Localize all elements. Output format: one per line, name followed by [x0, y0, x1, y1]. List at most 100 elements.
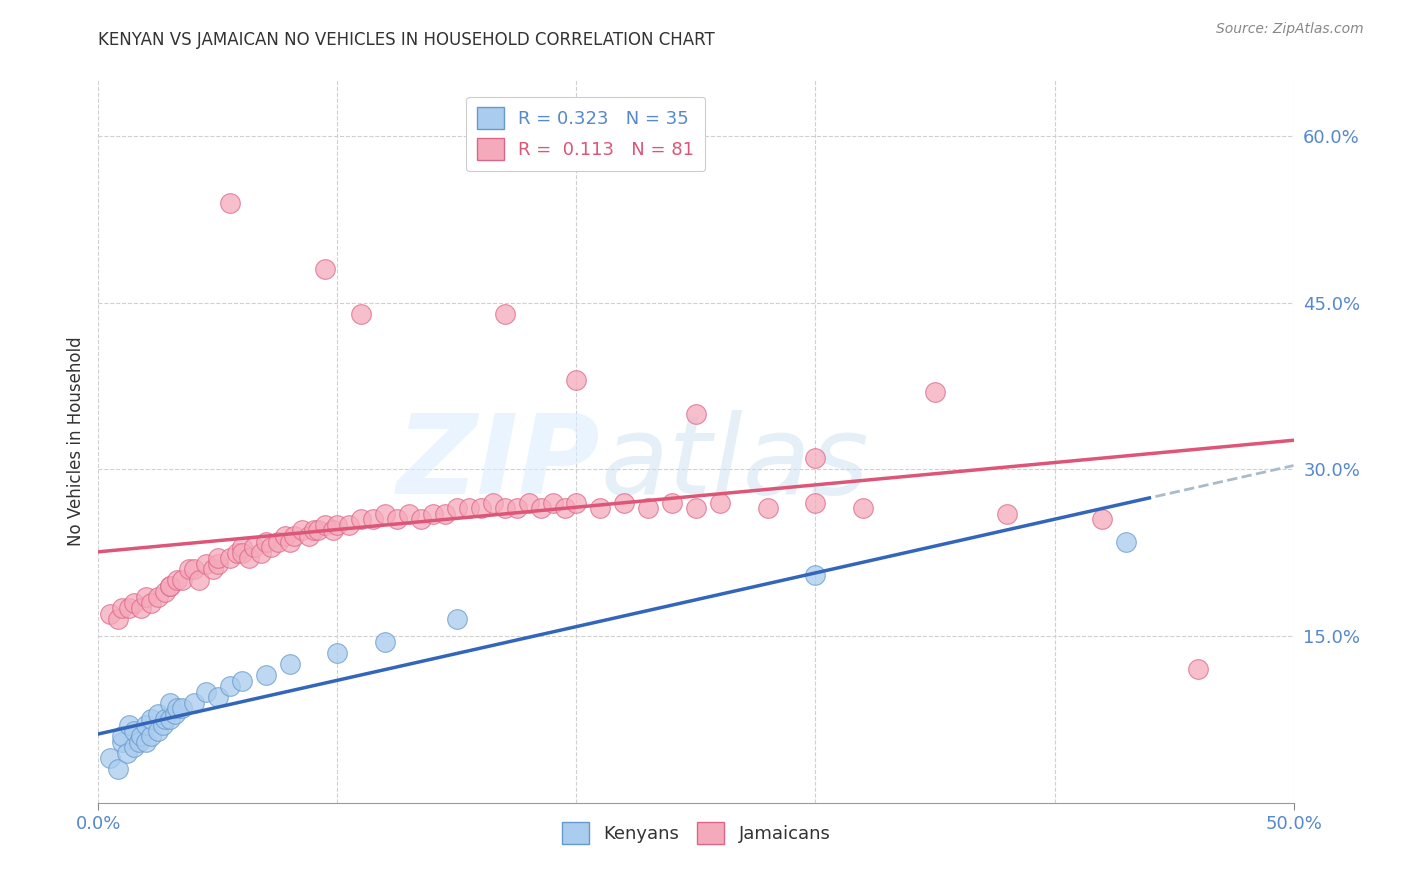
Point — [470, 501, 492, 516]
Point — [267, 534, 290, 549]
Point — [111, 729, 134, 743]
Point — [995, 507, 1018, 521]
Point — [131, 729, 153, 743]
Point — [238, 551, 260, 566]
Point — [350, 307, 373, 321]
Point — [98, 751, 122, 765]
Point — [111, 601, 134, 615]
Point — [326, 517, 349, 532]
Point — [326, 646, 349, 660]
Point — [148, 723, 170, 738]
Point — [183, 696, 205, 710]
Point — [250, 546, 273, 560]
Point — [139, 729, 162, 743]
Point — [278, 657, 301, 671]
Point — [517, 496, 540, 510]
Point — [159, 579, 181, 593]
Point — [685, 407, 707, 421]
Point — [155, 584, 177, 599]
Point — [852, 501, 875, 516]
Point — [434, 507, 457, 521]
Y-axis label: No Vehicles in Household: No Vehicles in Household — [66, 336, 84, 547]
Point — [339, 517, 361, 532]
Point — [446, 501, 468, 516]
Point — [219, 195, 242, 210]
Point — [152, 718, 174, 732]
Point — [179, 562, 201, 576]
Point — [924, 384, 946, 399]
Point — [685, 501, 707, 516]
Point — [298, 529, 321, 543]
Point — [231, 540, 253, 554]
Point — [494, 501, 516, 516]
Point — [1115, 534, 1137, 549]
Point — [554, 501, 576, 516]
Point — [254, 668, 277, 682]
Point — [128, 734, 150, 748]
Point — [195, 684, 218, 698]
Point — [307, 524, 329, 538]
Point — [195, 557, 218, 571]
Point — [278, 534, 301, 549]
Point — [139, 713, 162, 727]
Point — [411, 512, 433, 526]
Point — [374, 507, 396, 521]
Point — [183, 562, 205, 576]
Point — [98, 607, 122, 621]
Point — [135, 718, 157, 732]
Point — [135, 590, 157, 604]
Point — [637, 501, 659, 516]
Point — [709, 496, 731, 510]
Point — [166, 701, 188, 715]
Point — [302, 524, 325, 538]
Point — [804, 451, 827, 466]
Point — [118, 601, 141, 615]
Point — [756, 501, 779, 516]
Point — [166, 574, 188, 588]
Text: Source: ZipAtlas.com: Source: ZipAtlas.com — [1216, 22, 1364, 37]
Point — [506, 501, 529, 516]
Point — [494, 307, 516, 321]
Point — [259, 540, 281, 554]
Point — [231, 673, 253, 688]
Point — [291, 524, 314, 538]
Point — [148, 590, 170, 604]
Point — [219, 551, 242, 566]
Point — [385, 512, 409, 526]
Point — [1091, 512, 1114, 526]
Point — [231, 546, 253, 560]
Point — [219, 679, 242, 693]
Point — [159, 713, 181, 727]
Point — [661, 496, 683, 510]
Point — [155, 713, 177, 727]
Point — [565, 496, 588, 510]
Point — [274, 529, 297, 543]
Point — [172, 574, 194, 588]
Point — [131, 601, 153, 615]
Legend: Kenyans, Jamaicans: Kenyans, Jamaicans — [554, 815, 838, 852]
Point — [804, 568, 827, 582]
Point — [163, 706, 186, 721]
Point — [283, 529, 305, 543]
Point — [458, 501, 481, 516]
Text: ZIP: ZIP — [396, 409, 600, 516]
Point — [159, 696, 181, 710]
Point — [118, 718, 141, 732]
Point — [315, 262, 337, 277]
Point — [613, 496, 636, 510]
Point — [139, 596, 162, 610]
Point — [254, 534, 277, 549]
Point — [107, 612, 129, 626]
Text: KENYAN VS JAMAICAN NO VEHICLES IN HOUSEHOLD CORRELATION CHART: KENYAN VS JAMAICAN NO VEHICLES IN HOUSEH… — [98, 31, 716, 49]
Point — [202, 562, 225, 576]
Point — [243, 540, 266, 554]
Point — [374, 634, 396, 648]
Point — [422, 507, 444, 521]
Point — [187, 574, 209, 588]
Point — [172, 701, 194, 715]
Point — [226, 546, 249, 560]
Point — [481, 496, 505, 510]
Point — [541, 496, 564, 510]
Point — [350, 512, 373, 526]
Point — [124, 596, 146, 610]
